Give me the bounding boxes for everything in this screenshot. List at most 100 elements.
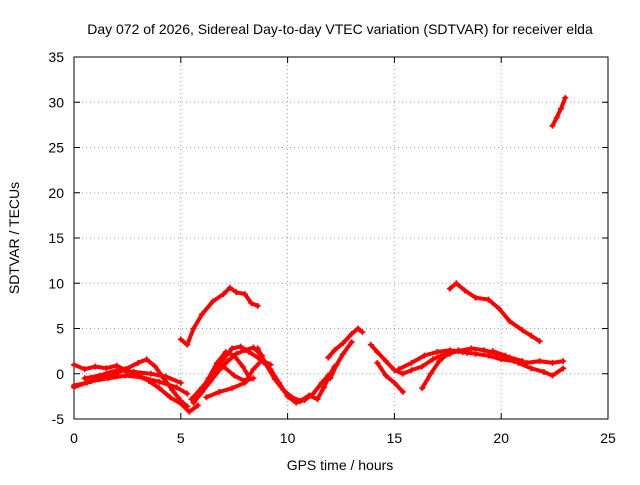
data-series-arc-13 <box>325 325 366 361</box>
y-tick-label: 5 <box>56 321 64 337</box>
data-point <box>310 390 317 397</box>
data-point <box>399 370 406 377</box>
data-point <box>333 361 340 368</box>
data-point <box>214 359 221 366</box>
data-point <box>162 373 169 380</box>
data-point <box>293 399 300 406</box>
data-point <box>455 348 462 355</box>
data-point <box>348 339 355 346</box>
data-point <box>359 329 366 336</box>
data-point <box>391 367 398 374</box>
data-point <box>485 296 492 303</box>
x-axis-label: GPS time / hours <box>287 457 394 473</box>
data-point <box>152 363 159 370</box>
data-point <box>246 349 253 356</box>
x-tick-label: 0 <box>70 430 78 446</box>
data-point <box>367 341 374 348</box>
data-point <box>250 366 257 373</box>
data-point <box>216 388 223 395</box>
data-point <box>429 356 436 363</box>
data-point <box>135 359 142 366</box>
data-point <box>355 325 362 332</box>
data-point <box>461 287 468 294</box>
data-point <box>231 372 238 379</box>
data-point <box>314 396 321 403</box>
data-point <box>562 94 569 101</box>
data-point <box>190 399 197 406</box>
data-point <box>382 358 389 365</box>
data-point <box>71 361 77 368</box>
data-point <box>177 397 184 404</box>
data-point <box>506 318 513 325</box>
data-series-line <box>550 95 568 128</box>
data-point <box>374 349 381 356</box>
data-point <box>553 114 560 121</box>
y-tick-label: 0 <box>56 366 64 382</box>
data-point <box>536 358 543 365</box>
data-point <box>502 352 509 359</box>
data-point <box>71 384 77 391</box>
data-point <box>156 378 163 385</box>
data-point <box>419 363 426 370</box>
chart-title: Day 072 of 2026, Sidereal Day-to-day VTE… <box>87 21 593 37</box>
data-point <box>468 345 475 352</box>
data-point <box>229 345 236 352</box>
x-tick-label: 25 <box>600 430 616 446</box>
data-point <box>229 385 236 392</box>
data-series-arc-16 <box>374 359 406 395</box>
data-point <box>254 354 261 361</box>
data-point <box>560 365 567 372</box>
data-point <box>241 291 248 298</box>
data-point <box>558 105 565 112</box>
data-point <box>528 365 535 372</box>
x-tick-label: 10 <box>280 430 296 446</box>
data-point <box>391 379 398 386</box>
data-point <box>224 358 231 365</box>
y-tick-label: 15 <box>48 230 64 246</box>
data-point <box>233 289 240 296</box>
data-series-arc-14 <box>327 339 355 382</box>
data-point <box>203 394 210 401</box>
data-point <box>436 358 443 365</box>
data-point <box>184 341 191 348</box>
data-point <box>419 385 426 392</box>
data-point <box>408 367 415 374</box>
data-point <box>395 366 402 373</box>
data-point <box>472 294 479 301</box>
data-point <box>453 280 460 287</box>
data-point <box>103 365 110 372</box>
data-point <box>327 375 334 382</box>
grid-layer <box>74 57 608 419</box>
data-point <box>220 291 227 298</box>
data-point <box>540 368 547 375</box>
y-tick-label: 10 <box>48 275 64 291</box>
data-point <box>147 370 154 377</box>
data-point <box>560 358 567 365</box>
data-point <box>199 384 206 391</box>
data-point <box>382 372 389 379</box>
x-tick-label: 15 <box>387 430 403 446</box>
data-point <box>231 352 238 359</box>
data-point <box>139 374 146 381</box>
data-point <box>222 349 229 356</box>
y-axis-label: SDTVAR / TECUs <box>6 182 22 294</box>
data-point <box>427 370 434 377</box>
y-tick-label: 20 <box>48 185 64 201</box>
data-point <box>528 332 535 339</box>
x-tick-label: 5 <box>177 430 185 446</box>
data-point <box>374 359 381 366</box>
data-point <box>194 402 201 409</box>
data-point <box>549 359 556 366</box>
data-series-line <box>328 340 354 381</box>
series-layer <box>71 94 569 415</box>
data-point <box>267 366 274 373</box>
data-point <box>331 347 338 354</box>
data-point <box>254 302 261 309</box>
data-point <box>209 298 216 305</box>
data-point <box>199 311 206 318</box>
data-point <box>186 408 193 415</box>
data-point <box>226 284 233 291</box>
data-point <box>434 349 441 356</box>
